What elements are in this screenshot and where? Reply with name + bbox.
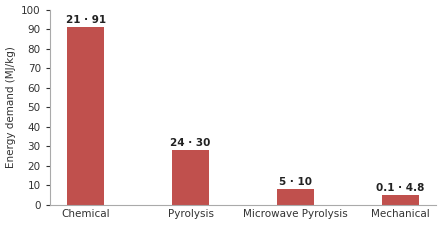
Bar [67, 27, 104, 205]
Text: 21 · 91: 21 · 91 [66, 15, 106, 25]
Y-axis label: Energy demand (MJ/kg): Energy demand (MJ/kg) [6, 46, 15, 168]
Bar [277, 189, 314, 205]
Text: 24 · 30: 24 · 30 [171, 138, 211, 148]
Text: 0.1 · 4.8: 0.1 · 4.8 [376, 183, 425, 193]
Bar [382, 195, 419, 205]
Text: 5 · 10: 5 · 10 [279, 177, 312, 187]
Bar [172, 150, 209, 205]
